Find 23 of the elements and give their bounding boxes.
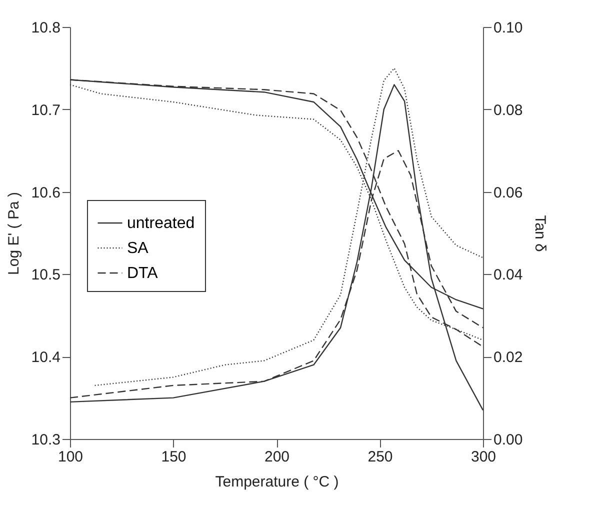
y-tick-label: 10.7 (31, 102, 60, 119)
y-tick-label: 10.4 (31, 349, 60, 366)
legend-label: DTA (127, 265, 158, 282)
y2-axis-title: Tan δ (532, 215, 549, 252)
legend-label: SA (127, 240, 149, 257)
y-tick-label: 10.3 (31, 432, 60, 448)
x-tick-label: 300 (470, 448, 496, 466)
y2-tick-label: 0.10 (494, 20, 523, 36)
y2-tick-label: 0.04 (494, 266, 523, 284)
y2-tick-label: 0.06 (494, 184, 523, 202)
y-tick-label: 10.5 (31, 266, 60, 284)
y-axis-title: Log E' ( Pa ) (5, 192, 22, 275)
y2-tick-label: 0.02 (494, 349, 523, 366)
y-tick-label: 10.6 (31, 184, 60, 202)
y2-tick-label: 0.00 (494, 432, 523, 448)
x-axis-title: Temperature ( °C ) (215, 474, 339, 490)
x-tick-label: 150 (161, 448, 186, 466)
y2-tick-label: 0.08 (494, 102, 523, 119)
x-tick-label: 100 (58, 448, 84, 466)
legend-label: untreated (127, 215, 195, 232)
x-tick-label: 200 (264, 448, 290, 466)
x-tick-label: 250 (368, 448, 393, 466)
y-tick-label: 10.8 (31, 20, 60, 36)
